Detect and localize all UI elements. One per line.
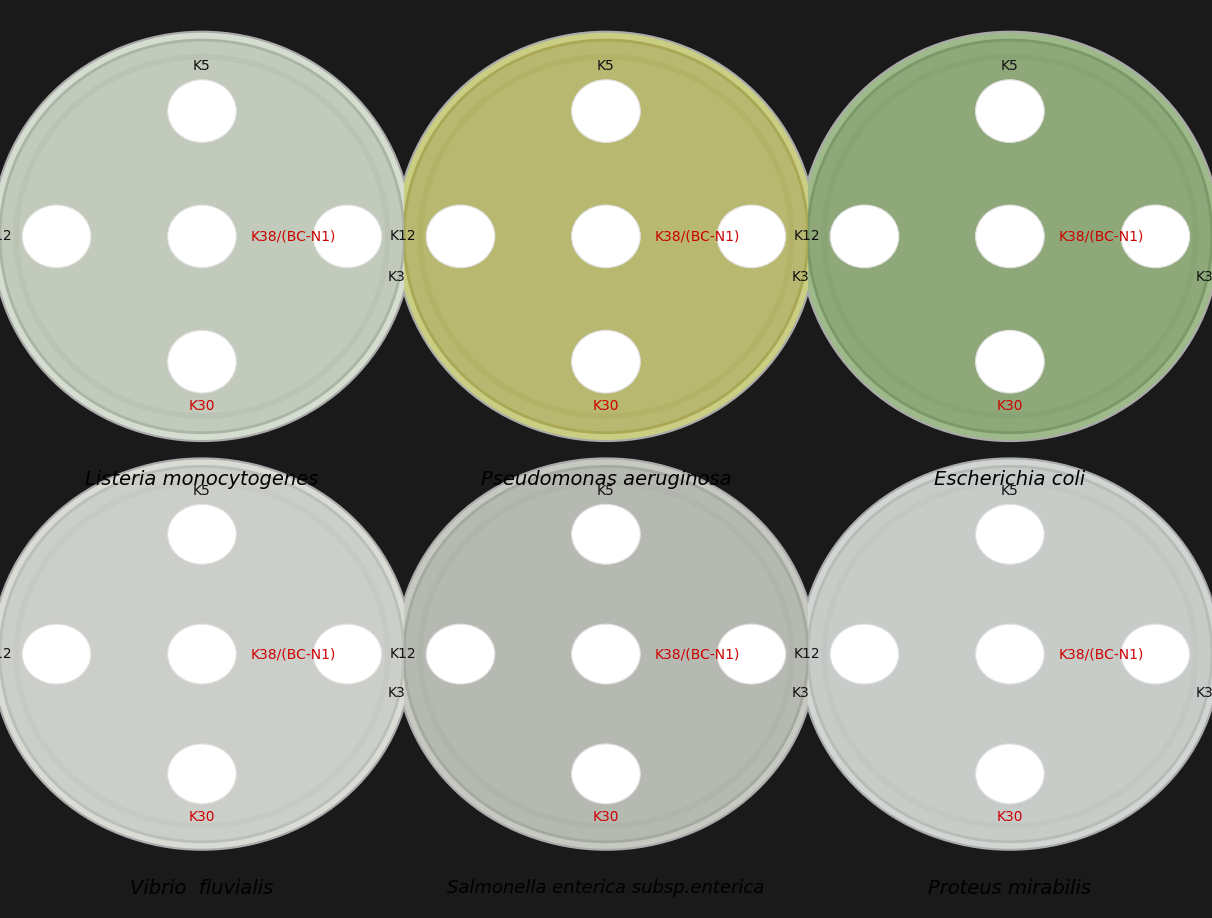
Ellipse shape (427, 205, 494, 268)
Text: K38/(BC-N1): K38/(BC-N1) (1058, 647, 1144, 661)
Text: Salmonella enterica subsp.enterica: Salmonella enterica subsp.enterica (447, 879, 765, 898)
Text: K30: K30 (593, 399, 619, 413)
Text: K30: K30 (189, 810, 216, 823)
Ellipse shape (396, 32, 816, 441)
Text: K5: K5 (598, 60, 614, 73)
Ellipse shape (313, 205, 382, 268)
Ellipse shape (167, 744, 236, 804)
Text: K12: K12 (794, 230, 821, 243)
Ellipse shape (718, 205, 785, 268)
Ellipse shape (572, 205, 640, 268)
Ellipse shape (167, 330, 236, 393)
Ellipse shape (16, 482, 388, 826)
Ellipse shape (808, 466, 1212, 842)
Text: K12: K12 (389, 647, 416, 661)
Ellipse shape (22, 624, 91, 684)
Ellipse shape (167, 504, 236, 565)
Ellipse shape (976, 504, 1045, 565)
Ellipse shape (16, 57, 388, 416)
Ellipse shape (800, 458, 1212, 850)
Text: K5: K5 (1001, 485, 1019, 498)
Text: K33: K33 (388, 686, 415, 700)
Ellipse shape (167, 624, 236, 684)
Text: K38/(BC-N1): K38/(BC-N1) (251, 230, 336, 243)
Text: K12: K12 (0, 230, 12, 243)
Text: K5: K5 (598, 485, 614, 498)
Text: K38/(BC-N1): K38/(BC-N1) (1058, 230, 1144, 243)
Ellipse shape (824, 57, 1196, 416)
Ellipse shape (572, 744, 640, 804)
Ellipse shape (421, 482, 791, 826)
Ellipse shape (976, 744, 1045, 804)
Ellipse shape (22, 205, 91, 268)
Text: K38/(BC-N1): K38/(BC-N1) (654, 647, 739, 661)
Ellipse shape (976, 624, 1045, 684)
Ellipse shape (167, 80, 236, 142)
Ellipse shape (1121, 205, 1190, 268)
Text: Escherichia coli: Escherichia coli (934, 470, 1086, 489)
Text: K30: K30 (996, 399, 1023, 413)
Text: K33: K33 (791, 686, 818, 700)
Ellipse shape (0, 466, 404, 842)
Text: Vibrio  fluvialis: Vibrio fluvialis (131, 879, 274, 899)
Ellipse shape (830, 205, 899, 268)
Text: K30: K30 (593, 810, 619, 823)
Ellipse shape (976, 80, 1045, 142)
Ellipse shape (808, 40, 1212, 432)
Ellipse shape (572, 330, 640, 393)
Text: K12: K12 (0, 647, 12, 661)
Ellipse shape (0, 32, 412, 441)
Text: Proteus mirabilis: Proteus mirabilis (928, 879, 1091, 899)
Ellipse shape (167, 205, 236, 268)
Ellipse shape (1121, 624, 1190, 684)
Text: K33: K33 (388, 270, 415, 284)
Text: K33: K33 (1196, 686, 1212, 700)
Ellipse shape (976, 330, 1045, 393)
Text: K30: K30 (189, 399, 216, 413)
Text: K5: K5 (193, 485, 211, 498)
Text: K5: K5 (1001, 60, 1019, 73)
Text: K33: K33 (791, 270, 818, 284)
Ellipse shape (800, 32, 1212, 441)
Ellipse shape (976, 205, 1045, 268)
Text: K12: K12 (389, 230, 416, 243)
Ellipse shape (0, 458, 412, 850)
Text: K12: K12 (794, 647, 821, 661)
Ellipse shape (718, 624, 785, 684)
Ellipse shape (404, 466, 808, 842)
Text: Listeria monocytogenes: Listeria monocytogenes (85, 470, 319, 489)
Ellipse shape (313, 624, 382, 684)
Ellipse shape (572, 80, 640, 142)
Text: K5: K5 (193, 60, 211, 73)
Text: K38/(BC-N1): K38/(BC-N1) (654, 230, 739, 243)
Text: Pseudomonas aeruginosa: Pseudomonas aeruginosa (481, 470, 731, 489)
Text: K33: K33 (1196, 270, 1212, 284)
Ellipse shape (572, 624, 640, 684)
Text: K38/(BC-N1): K38/(BC-N1) (251, 647, 336, 661)
Ellipse shape (404, 40, 808, 432)
Ellipse shape (396, 458, 816, 850)
Ellipse shape (824, 482, 1196, 826)
Ellipse shape (421, 57, 791, 416)
Ellipse shape (427, 624, 494, 684)
Ellipse shape (0, 40, 404, 432)
Text: K30: K30 (996, 810, 1023, 823)
Ellipse shape (830, 624, 899, 684)
Ellipse shape (572, 504, 640, 565)
